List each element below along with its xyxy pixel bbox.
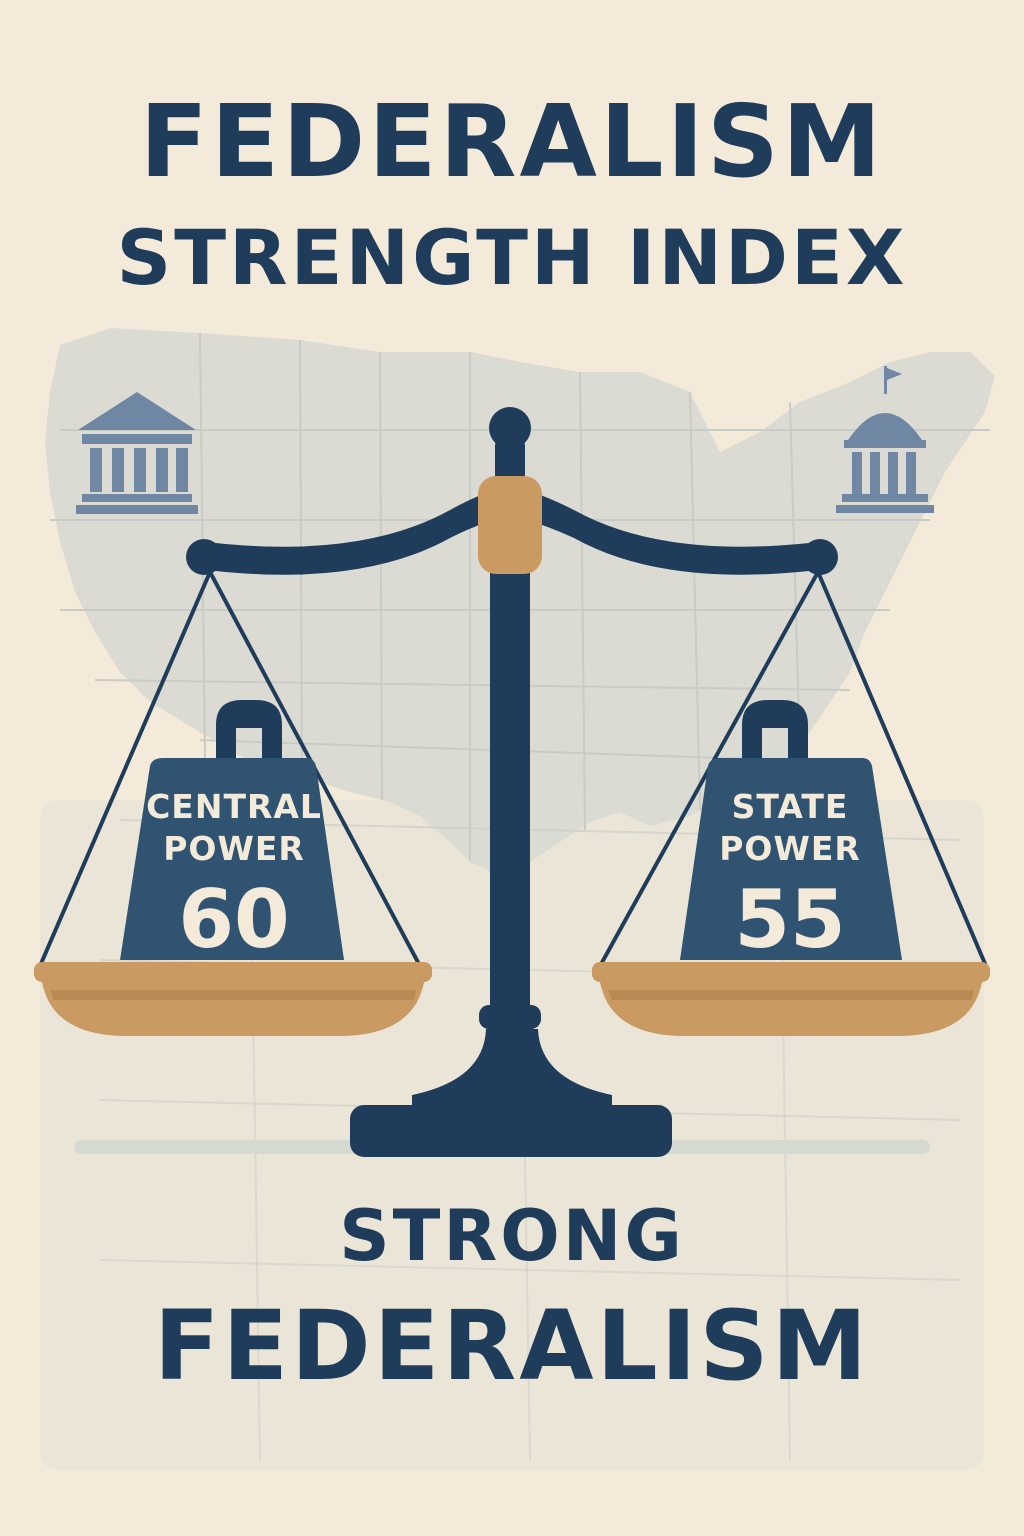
federal-building-icon [76, 392, 198, 514]
central-power-label-2: POWER [163, 829, 305, 868]
verdict-line-1: STRONG [339, 1195, 685, 1277]
central-power-label-1: CENTRAL [146, 787, 322, 826]
capitol-dome-icon [836, 366, 934, 513]
verdict-line-2: FEDERALISM [153, 1290, 871, 1402]
state-power-label-1: STATE [731, 787, 849, 826]
title-line-1: FEDERALISM [139, 83, 885, 200]
state-power-weight: STATE POWER 55 [688, 786, 892, 966]
state-power-value: 55 [734, 873, 846, 966]
state-power-label-2: POWER [719, 829, 861, 868]
title-line-2: STRENGTH INDEX [116, 213, 908, 302]
central-power-weight: CENTRAL POWER 60 [132, 786, 336, 966]
balance-scale-icon [34, 407, 990, 1157]
central-power-value: 60 [178, 873, 290, 966]
